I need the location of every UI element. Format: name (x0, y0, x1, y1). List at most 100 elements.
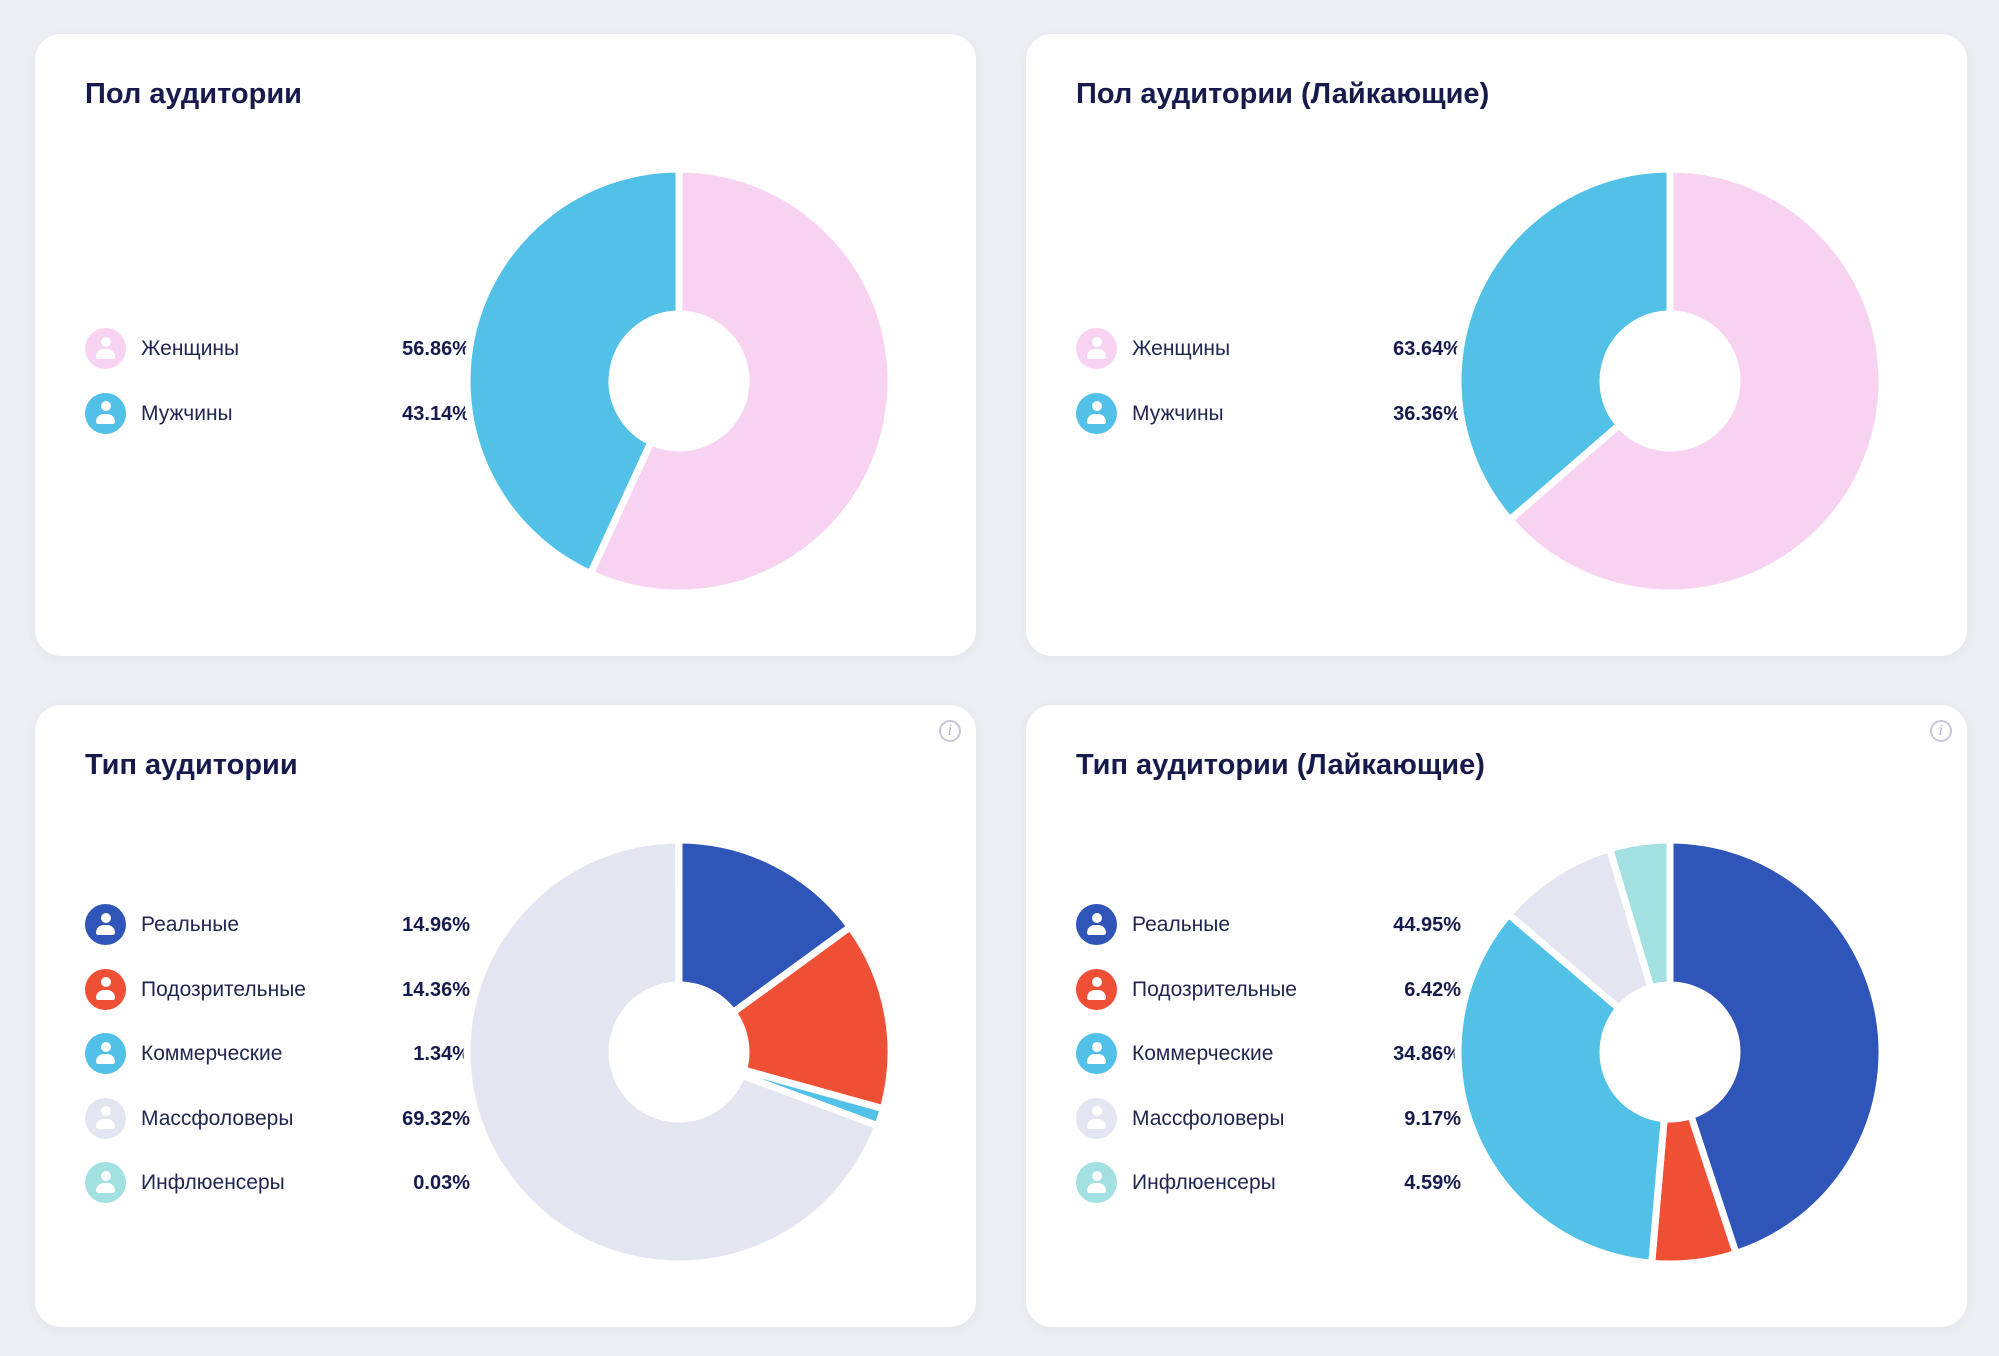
pie-slice[interactable] (1454, 910, 1668, 1267)
legend-label: Женщины (1132, 337, 1231, 360)
user-icon-body (1087, 1118, 1106, 1129)
user-icon (85, 1097, 126, 1139)
user-icon (85, 904, 126, 945)
card-audience-type: Тип аудитории i Реальные 14.96% Подозрител… (35, 705, 976, 1327)
legend-label: Массфоловеры (141, 1106, 294, 1130)
card-title: Тип аудитории (Лайкающие) (1076, 749, 1485, 781)
info-icon[interactable]: i (939, 720, 961, 742)
user-icon-head (1091, 977, 1102, 987)
user-icon-head (100, 1106, 111, 1116)
card-title: Пол аудитории (Лайкающие) (1076, 78, 1490, 110)
pie-slice[interactable] (675, 836, 854, 1016)
legend-label: Коммерческие (141, 1042, 283, 1065)
legend-item: Мужчины 43.14% (85, 392, 470, 434)
user-icon-body (1087, 1183, 1106, 1193)
legend-value: 63.64% (1393, 338, 1461, 360)
legend-item: Массфоловеры 69.32% (85, 1097, 470, 1139)
user-icon (1076, 968, 1117, 1010)
user-icon (1076, 904, 1117, 945)
legend-value: 1.34% (413, 1043, 470, 1065)
legend-label: Массфоловеры (1132, 1106, 1285, 1130)
user-icon (1076, 328, 1117, 369)
chart-legend: Реальные 44.95% Подозрительные 6.42% Коммерч… (1076, 904, 1461, 1203)
user-icon-body (1087, 989, 1106, 1000)
user-icon-body (96, 989, 115, 1000)
donut-chart (1454, 165, 1886, 597)
pie-slice[interactable] (1666, 836, 1886, 1257)
donut-chart (463, 165, 895, 597)
legend-label: Подозрительные (1132, 977, 1297, 1001)
user-icon-head (100, 977, 111, 987)
legend-item: Подозрительные 14.36% (85, 968, 470, 1010)
user-icon-body (1087, 349, 1106, 359)
user-icon-body (96, 925, 115, 935)
user-icon-body (96, 413, 115, 424)
pie-slice[interactable] (1506, 165, 1886, 597)
user-icon (1076, 1097, 1117, 1139)
user-icon-head (1091, 1106, 1102, 1116)
user-icon-head (100, 401, 111, 411)
info-icon[interactable]: i (1930, 720, 1952, 742)
user-icon-body (1087, 925, 1106, 935)
card-audience-gender-likers: Пол аудитории (Лайкающие) Женщины 63.64% М… (1026, 34, 1967, 656)
legend-value: 69.32% (402, 1107, 470, 1130)
user-icon (85, 1033, 126, 1074)
user-icon-body (1087, 1054, 1106, 1064)
pie-slice[interactable] (1454, 165, 1674, 524)
legend-item: Инфлюенсеры 0.03% (85, 1162, 470, 1203)
user-icon (85, 392, 126, 434)
legend-item: Реальные 44.95% (1076, 904, 1461, 945)
user-icon-body (96, 1054, 115, 1064)
card-audience-gender: Пол аудитории Женщины 56.86% Мужчины 43.14% (35, 34, 976, 656)
chart-legend: Реальные 14.96% Подозрительные 14.36% Коммер… (85, 904, 470, 1203)
pie-slice[interactable] (1505, 845, 1655, 1013)
legend-label: Женщины (141, 337, 240, 360)
user-icon (1076, 1033, 1117, 1074)
user-icon-head (100, 912, 111, 923)
legend-item: Инфлюенсеры 4.59% (1076, 1162, 1461, 1203)
legend-item: Массфоловеры 9.17% (1076, 1097, 1461, 1139)
user-icon-head (100, 1041, 111, 1052)
legend-item: Реальные 14.96% (85, 904, 470, 945)
legend-label: Реальные (1132, 913, 1231, 936)
legend-value: 43.14% (402, 402, 470, 425)
user-icon-body (96, 1118, 115, 1129)
legend-label: Инфлюенсеры (141, 1171, 285, 1194)
legend-value: 34.86% (1393, 1043, 1461, 1065)
legend-label: Реальные (141, 913, 240, 936)
legend-value: 4.59% (1404, 1172, 1461, 1194)
pie-slice[interactable] (463, 836, 882, 1268)
user-icon-head (1091, 1041, 1102, 1052)
legend-item: Мужчины 36.36% (1076, 392, 1461, 434)
pie-slice[interactable] (463, 165, 683, 578)
user-icon (85, 328, 126, 369)
legend-label: Мужчины (1132, 401, 1224, 425)
user-icon (85, 1162, 126, 1203)
user-icon (85, 968, 126, 1010)
pie-slice[interactable] (586, 165, 895, 597)
donut-chart (1454, 836, 1886, 1268)
user-icon-head (1091, 401, 1102, 411)
pie-slice[interactable] (1606, 836, 1674, 992)
user-icon (1076, 392, 1117, 434)
user-icon-body (96, 1183, 115, 1193)
user-icon-head (100, 1170, 111, 1181)
legend-label: Коммерческие (1132, 1042, 1274, 1065)
user-icon-body (1087, 413, 1106, 424)
legend-value: 0.03% (413, 1172, 470, 1194)
legend-value: 14.96% (402, 914, 470, 936)
user-icon-head (1091, 336, 1102, 347)
card-title: Пол аудитории (85, 78, 302, 110)
legend-item: Подозрительные 6.42% (1076, 968, 1461, 1010)
chart-legend: Женщины 56.86% Мужчины 43.14% (85, 328, 470, 434)
legend-value: 44.95% (1393, 914, 1461, 936)
user-icon-head (1091, 912, 1102, 923)
pie-slice[interactable] (729, 923, 895, 1113)
legend-item: Коммерческие 1.34% (85, 1033, 470, 1074)
user-icon (1076, 1162, 1117, 1203)
legend-item: Женщины 56.86% (85, 328, 470, 369)
card-title: Тип аудитории (85, 749, 298, 781)
legend-value: 56.86% (402, 338, 470, 360)
legend-label: Инфлюенсеры (1132, 1171, 1276, 1194)
legend-label: Мужчины (141, 401, 233, 425)
